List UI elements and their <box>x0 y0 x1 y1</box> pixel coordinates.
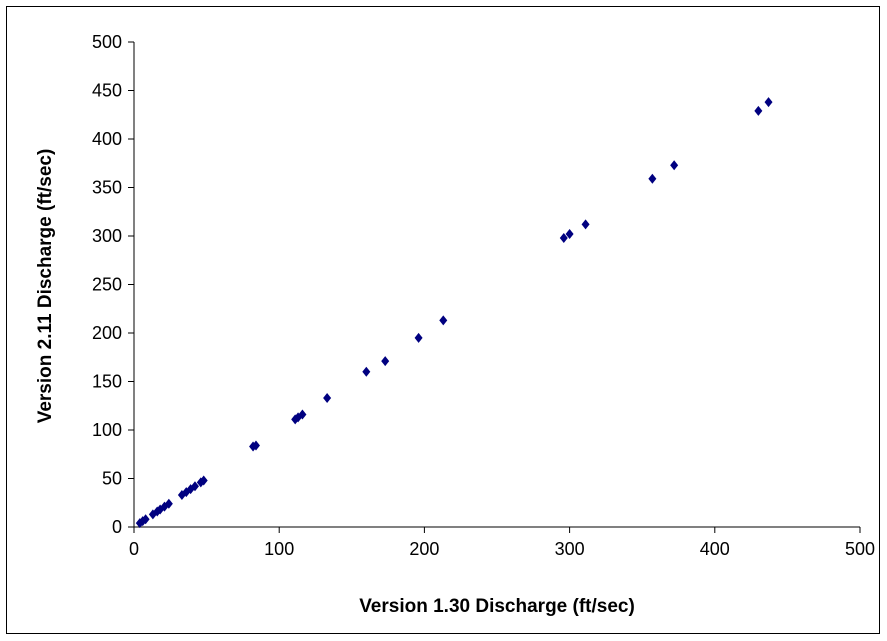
data-point <box>381 356 390 367</box>
y-tick-label: 0 <box>112 517 122 537</box>
data-point <box>190 481 199 492</box>
y-tick-label: 400 <box>92 129 122 149</box>
y-tick-label: 150 <box>92 372 122 392</box>
x-tick-label: 400 <box>700 539 730 559</box>
data-point <box>648 173 657 184</box>
x-axis-title: Version 1.30 Discharge (ft/sec) <box>359 596 635 617</box>
data-point <box>764 97 773 108</box>
data-point <box>298 409 307 420</box>
data-point <box>362 366 371 377</box>
y-tick-label: 300 <box>92 226 122 246</box>
x-tick-label: 200 <box>409 539 439 559</box>
x-tick-label: 500 <box>845 539 875 559</box>
y-tick-label: 50 <box>102 469 122 489</box>
data-point <box>414 332 423 343</box>
data-point <box>141 514 150 525</box>
y-tick-label: 450 <box>92 81 122 101</box>
x-tick-label: 300 <box>555 539 585 559</box>
data-point <box>323 392 332 403</box>
y-tick-label: 200 <box>92 323 122 343</box>
x-tick-label: 0 <box>129 539 139 559</box>
y-tick-label: 250 <box>92 275 122 295</box>
data-point <box>581 219 590 230</box>
y-ticks: 0 50 100 150 200 250 300 350 400 450 500 <box>92 32 134 537</box>
data-point <box>559 232 568 243</box>
x-ticks: 0 100 200 300 400 500 <box>129 527 875 559</box>
y-axis-title: Version 2.11 Discharge (ft/sec) <box>35 149 56 424</box>
data-point <box>439 315 448 326</box>
data-point <box>670 160 679 171</box>
y-tick-label: 100 <box>92 420 122 440</box>
data-points <box>135 97 773 529</box>
y-tick-label: 500 <box>92 32 122 52</box>
data-point <box>251 440 260 451</box>
x-tick-label: 100 <box>264 539 294 559</box>
data-point <box>164 498 173 509</box>
data-point <box>565 229 574 240</box>
data-point <box>199 475 208 486</box>
data-point <box>754 105 763 116</box>
y-tick-label: 350 <box>92 178 122 198</box>
